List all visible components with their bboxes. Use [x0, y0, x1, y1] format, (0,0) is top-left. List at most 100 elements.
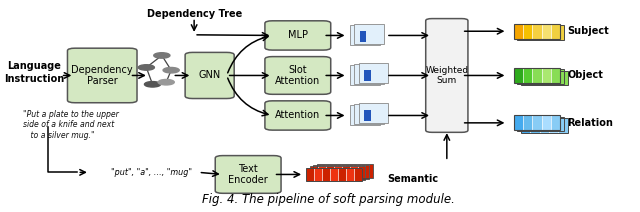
Text: Slot
Attention: Slot Attention [275, 65, 321, 86]
FancyBboxPatch shape [215, 156, 281, 193]
Bar [541, 68, 551, 83]
Bar [349, 164, 357, 177]
Bar [358, 166, 365, 180]
Bar [558, 71, 568, 85]
Bar [355, 33, 362, 44]
Circle shape [138, 65, 154, 70]
FancyBboxPatch shape [265, 21, 331, 50]
Circle shape [158, 80, 174, 85]
Bar [521, 71, 531, 85]
Bar [536, 69, 545, 84]
Bar [517, 69, 527, 84]
Text: Relation: Relation [568, 118, 614, 128]
Bar [513, 116, 523, 130]
Bar [350, 66, 380, 85]
Bar [364, 110, 371, 121]
Bar [521, 71, 568, 85]
Bar [314, 165, 321, 179]
Bar [355, 113, 362, 124]
Circle shape [145, 82, 161, 87]
Bar [551, 68, 560, 83]
Text: Object: Object [568, 70, 604, 81]
Text: Dependency Tree: Dependency Tree [147, 9, 242, 19]
Bar [326, 166, 333, 180]
Bar [521, 118, 568, 133]
Text: Weighted
Sum: Weighted Sum [425, 66, 468, 85]
Bar [513, 116, 560, 130]
Bar [333, 164, 341, 177]
Text: "Put a plate to the upper
side of a knife and next
   to a silver mug.": "Put a plate to the upper side of a knif… [24, 110, 119, 140]
Bar [360, 71, 366, 82]
Bar [354, 168, 362, 181]
Bar [355, 73, 362, 84]
Text: Instruction: Instruction [4, 74, 64, 84]
Bar [341, 164, 349, 177]
Bar [346, 168, 354, 181]
Bar [513, 68, 523, 83]
Bar [554, 25, 564, 40]
Bar [353, 165, 361, 179]
Bar [551, 24, 560, 39]
Bar [338, 168, 346, 181]
Bar [357, 164, 365, 177]
Bar [349, 166, 358, 180]
Bar [521, 118, 531, 133]
Bar [517, 25, 564, 40]
Text: Attention: Attention [275, 110, 321, 120]
Text: Fig. 4. The pipeline of soft parsing module.: Fig. 4. The pipeline of soft parsing mod… [202, 193, 455, 206]
Bar [523, 24, 532, 39]
Bar [358, 63, 388, 82]
Bar [549, 71, 558, 85]
Bar [541, 24, 551, 39]
Text: Dependency
Parser: Dependency Parser [72, 65, 133, 86]
Bar [554, 117, 564, 131]
Bar [554, 69, 564, 84]
Bar [306, 168, 362, 181]
Bar [345, 165, 353, 179]
Bar [365, 164, 373, 177]
Bar [310, 166, 365, 180]
Bar [531, 118, 540, 133]
Circle shape [163, 67, 179, 73]
Bar [337, 165, 345, 179]
Bar [355, 104, 384, 124]
Bar [361, 165, 369, 179]
Bar [364, 70, 371, 81]
Bar [517, 117, 564, 131]
Bar [523, 68, 532, 83]
Bar [314, 168, 322, 181]
Bar [360, 111, 366, 122]
Bar [551, 116, 560, 130]
Bar [517, 69, 564, 84]
Bar [317, 166, 326, 180]
Bar [532, 24, 541, 39]
Bar [317, 164, 325, 177]
Bar [513, 68, 560, 83]
Bar [306, 168, 314, 181]
Bar [532, 68, 541, 83]
Text: Subject: Subject [568, 26, 609, 36]
Circle shape [154, 53, 170, 58]
FancyBboxPatch shape [265, 101, 331, 130]
Bar [541, 116, 551, 130]
Bar [513, 24, 523, 39]
Bar [330, 168, 338, 181]
Bar [532, 116, 541, 130]
Bar [540, 71, 549, 85]
Bar [531, 71, 540, 85]
Text: Semantic: Semantic [387, 174, 438, 184]
Bar [322, 168, 330, 181]
Bar [342, 166, 349, 180]
Text: GNN: GNN [198, 70, 221, 81]
Bar [540, 118, 549, 133]
Bar [517, 117, 527, 131]
Bar [545, 69, 554, 84]
Bar [513, 24, 560, 39]
Bar [527, 69, 536, 84]
Bar [360, 31, 366, 42]
Text: Text
Encoder: Text Encoder [228, 164, 268, 185]
Text: Language: Language [7, 61, 61, 71]
FancyBboxPatch shape [265, 57, 331, 94]
Bar [549, 118, 558, 133]
Bar [558, 118, 568, 133]
